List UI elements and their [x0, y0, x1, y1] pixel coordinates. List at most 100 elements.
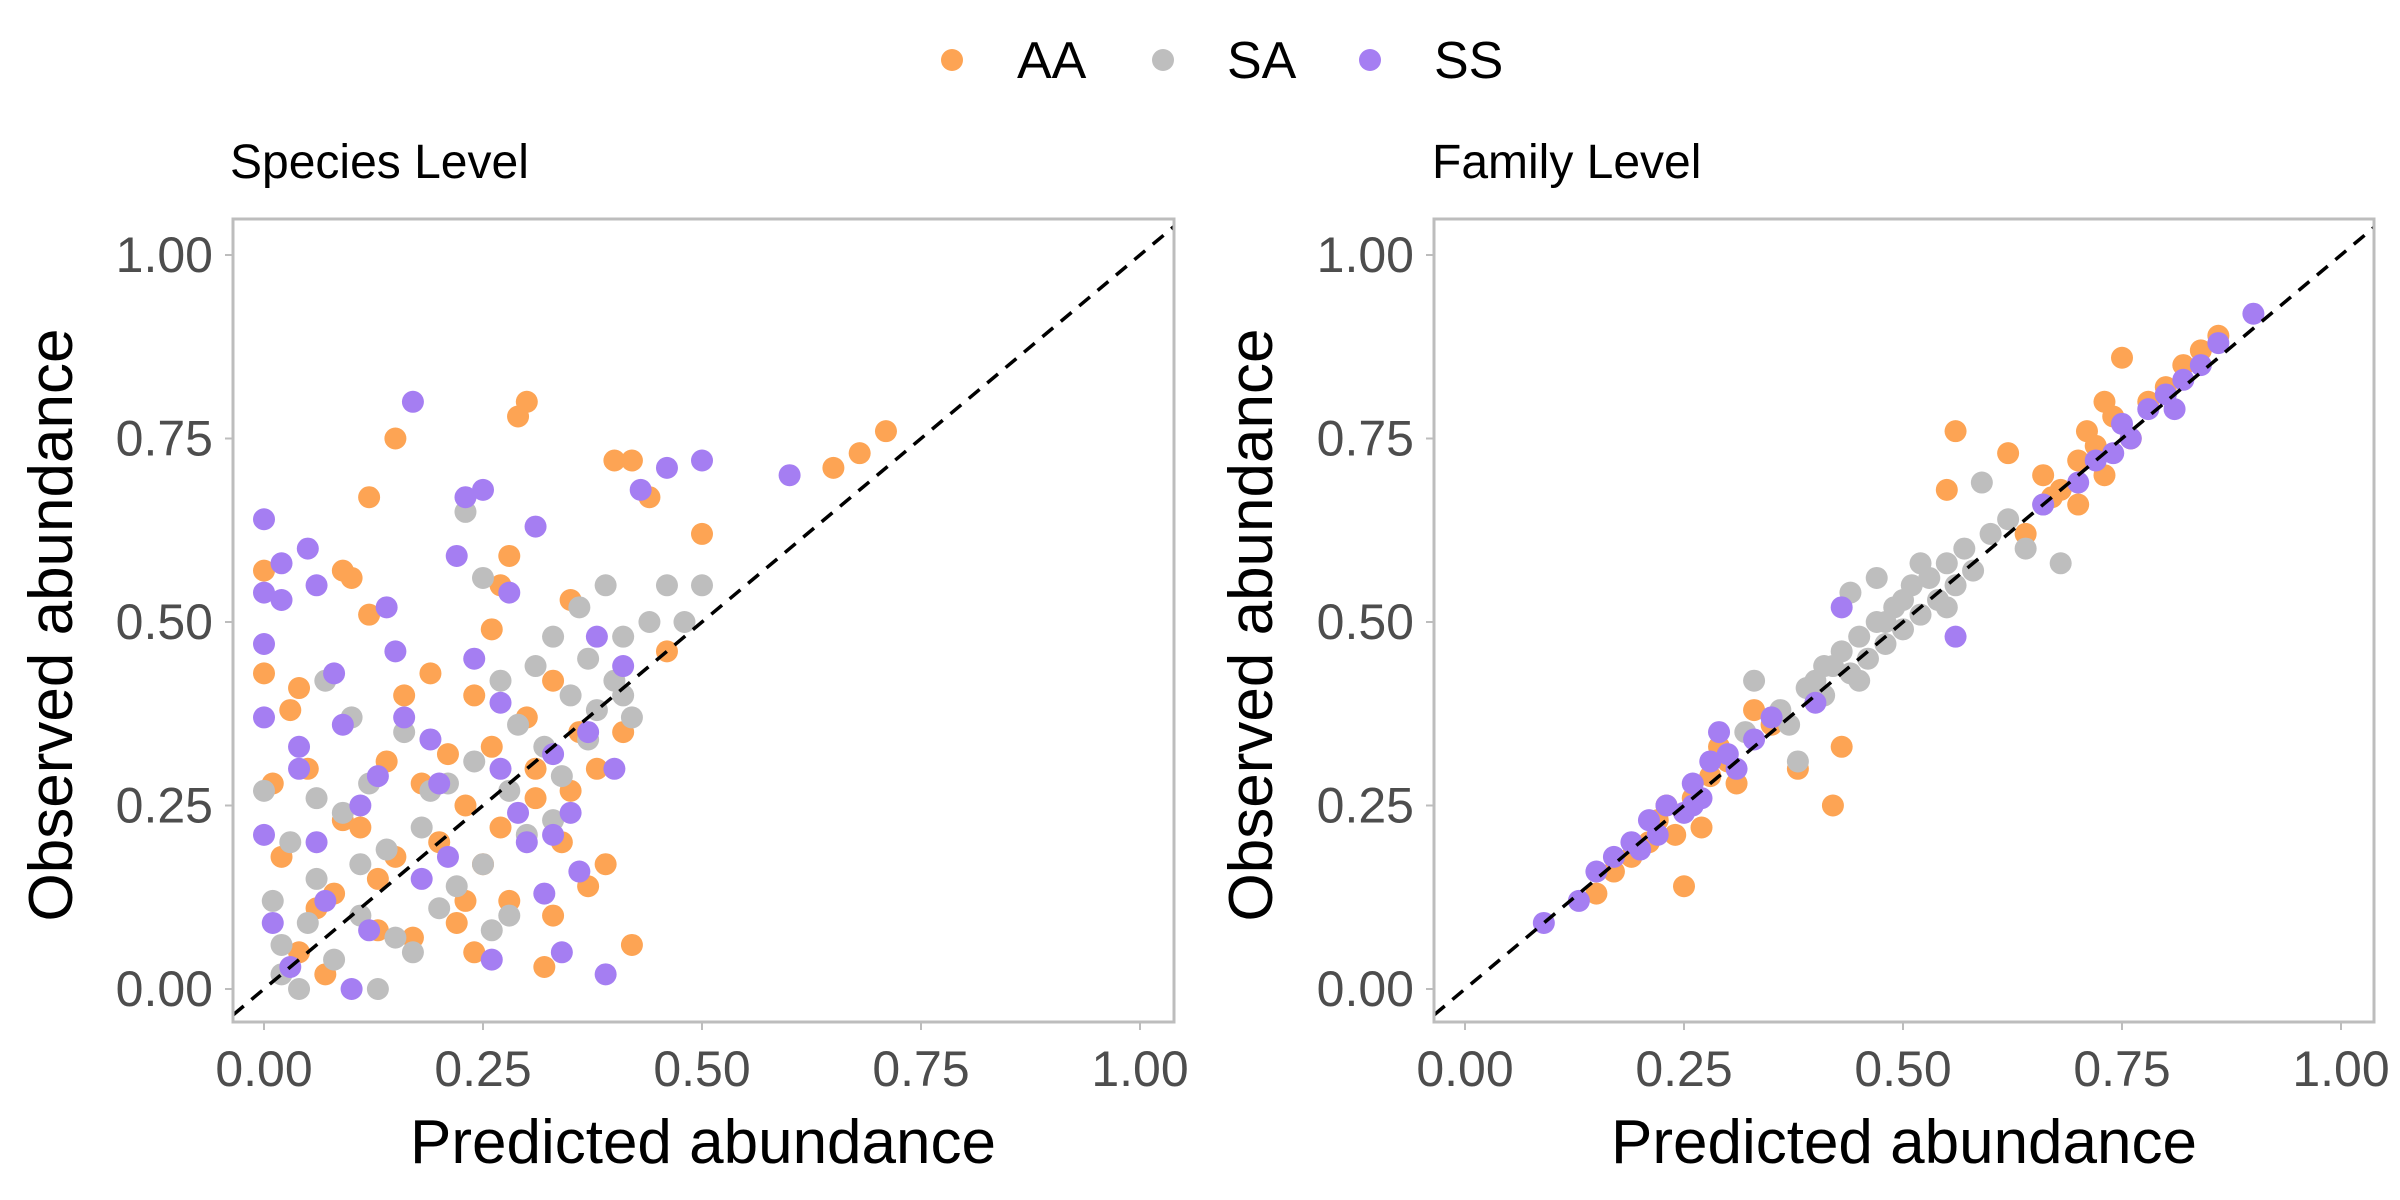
x-tick-label: 1.00	[2292, 1041, 2389, 1097]
point-aa	[2067, 449, 2090, 472]
point-ss	[296, 537, 319, 560]
point-aa	[366, 867, 389, 890]
point-ss	[305, 574, 328, 597]
y-tick-label: 0.25	[1317, 778, 1414, 834]
x-tick-label: 0.00	[1416, 1041, 1513, 1097]
point-sa	[1848, 669, 1871, 692]
point-ss	[585, 625, 608, 648]
plot-frame-species	[231, 217, 1176, 1024]
point-sa	[638, 611, 661, 633]
point-sa	[463, 750, 486, 773]
legend-label-aa: AA	[1017, 32, 1087, 90]
point-sa	[323, 948, 346, 971]
point-ss	[542, 743, 565, 766]
x-tick-label: 0.50	[1854, 1041, 1951, 1097]
point-ss	[568, 860, 591, 883]
y-tick-label: 0.75	[116, 411, 213, 467]
point-sa	[524, 655, 547, 678]
point-aa	[454, 794, 477, 817]
point-ss	[463, 647, 486, 670]
point-aa	[822, 456, 845, 479]
point-sa	[542, 625, 565, 648]
point-sa	[559, 684, 582, 707]
point-ss	[691, 449, 713, 472]
point-aa	[419, 662, 442, 685]
point-ss	[314, 889, 337, 912]
y-tick-label: 0.75	[1317, 411, 1414, 467]
y-tick-label: 0.00	[116, 961, 213, 1017]
point-ss	[1629, 838, 1652, 861]
x-tick-label: 0.25	[1635, 1041, 1732, 1097]
point-aa	[1935, 478, 1958, 501]
x-tick-label: 0.75	[872, 1041, 969, 1097]
point-sa	[1743, 669, 1766, 692]
point-aa	[1673, 875, 1695, 898]
point-aa	[384, 427, 407, 450]
point-ss	[340, 978, 363, 1000]
point-aa	[515, 390, 538, 413]
point-sa	[296, 911, 319, 934]
y-tick-label: 0.25	[116, 778, 213, 834]
point-ss	[2242, 302, 2265, 325]
points-species	[253, 390, 897, 1000]
point-aa	[436, 743, 459, 766]
point-aa	[358, 603, 381, 626]
point-ss	[1602, 845, 1625, 868]
point-sa	[445, 875, 468, 898]
point-sa	[568, 596, 591, 619]
point-aa	[445, 911, 468, 934]
point-sa	[1953, 537, 1976, 560]
point-sa	[1962, 559, 1985, 582]
point-aa	[620, 933, 643, 956]
point-ss	[384, 640, 407, 663]
point-aa	[1821, 794, 1844, 817]
point-ss	[375, 596, 398, 619]
panel-title-family: Family Level	[1432, 136, 1701, 189]
point-sa	[428, 897, 451, 920]
point-aa	[848, 442, 871, 465]
y-tick-label: 0.50	[116, 594, 213, 650]
point-ss	[559, 801, 582, 824]
x-tick-label: 0.75	[2073, 1041, 2170, 1097]
panel-title-species: Species Level	[230, 136, 529, 189]
point-aa	[480, 618, 503, 641]
x-tick-label: 0.25	[434, 1041, 531, 1097]
point-ss	[2189, 354, 2212, 377]
point-sa	[331, 801, 354, 824]
point-ss	[419, 728, 442, 751]
point-sa	[612, 684, 635, 707]
y-axis-title-species: Observed abundance	[17, 329, 86, 922]
y-axis-title-family: Observed abundance	[1217, 329, 1286, 922]
point-ss	[1585, 860, 1608, 883]
point-ss	[603, 757, 626, 780]
point-ss	[1699, 750, 1722, 773]
point-aa	[288, 677, 311, 700]
point-aa	[489, 816, 512, 839]
point-ss	[253, 581, 275, 604]
point-ss	[2172, 368, 2195, 391]
point-aa	[524, 787, 547, 810]
point-ss	[288, 735, 311, 758]
y-tick-label: 1.00	[1317, 227, 1414, 283]
point-sa	[1874, 633, 1897, 656]
point-ss	[1760, 706, 1783, 729]
point-sa	[691, 574, 713, 597]
point-aa	[1690, 816, 1713, 839]
point-aa	[279, 699, 302, 722]
point-sa	[498, 779, 521, 802]
point-ss	[323, 662, 346, 685]
point-ss	[498, 581, 521, 604]
point-sa	[1848, 625, 1871, 648]
point-ss	[401, 390, 424, 413]
point-ss	[507, 801, 530, 824]
point-ss	[542, 823, 565, 846]
point-sa	[1944, 574, 1967, 597]
point-ss	[331, 713, 354, 736]
point-sa	[288, 978, 311, 1000]
point-sa	[261, 889, 284, 912]
point-ss	[2163, 398, 2186, 421]
point-aa	[498, 544, 521, 567]
point-ss	[1944, 625, 1967, 648]
point-ss	[1716, 743, 1739, 766]
